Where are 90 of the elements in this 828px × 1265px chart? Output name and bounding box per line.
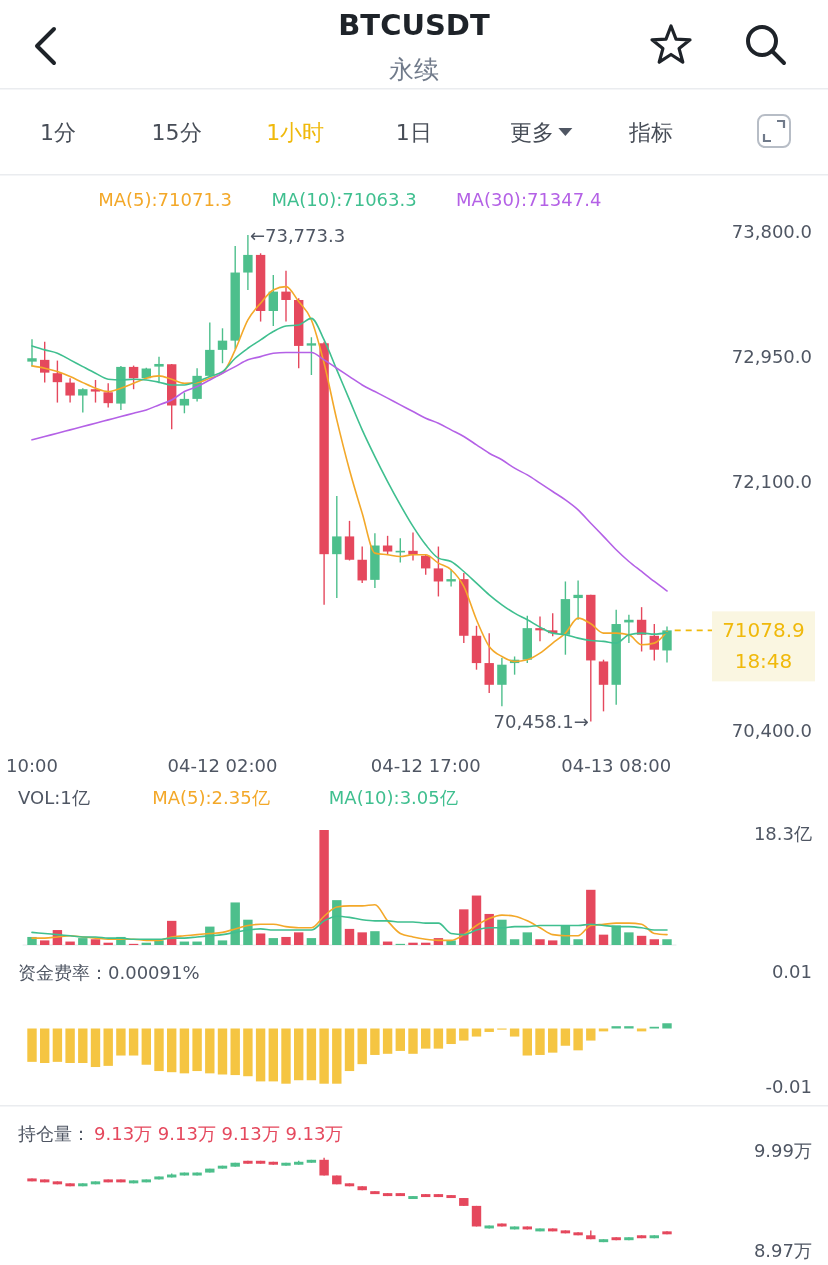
- bar: [573, 939, 583, 945]
- candlestick: [484, 632, 494, 694]
- candlestick: [179, 391, 190, 414]
- bar: [586, 889, 596, 945]
- x-tick-label: 04-13 08:00: [561, 754, 672, 776]
- ref-line-label: 71078.9 18:48: [722, 618, 805, 674]
- chart-subtitle: 9.13万 9.13万 9.13万 9.13万: [94, 1122, 344, 1144]
- candlestick: [103, 382, 113, 409]
- candlestick: [433, 545, 444, 598]
- text: MA(30):71347.4: [456, 188, 602, 210]
- bar: [662, 939, 672, 945]
- bar: [408, 942, 418, 945]
- bar: [522, 932, 532, 945]
- bar: [90, 939, 101, 945]
- candlestick: [90, 379, 101, 404]
- bar: [65, 941, 75, 945]
- text: 更多: [510, 119, 555, 145]
- candlestick: [27, 338, 37, 368]
- candlestick: [52, 359, 63, 404]
- candlestick: [65, 377, 75, 404]
- bar: [611, 925, 621, 945]
- bar: [649, 939, 659, 945]
- bar: [636, 935, 647, 945]
- candlestick: [243, 234, 253, 291]
- bar: [344, 928, 355, 945]
- bar: [357, 932, 367, 945]
- text: 1日: [395, 119, 432, 145]
- bar: [509, 939, 520, 945]
- y-tick-label: 9.99万: [753, 1139, 812, 1161]
- text: MA(10):71063.3: [271, 188, 417, 210]
- candlestick: [332, 495, 342, 599]
- bar: [370, 931, 380, 945]
- candlestick: [497, 657, 507, 708]
- candlestick: [78, 387, 88, 414]
- annotation: 70,458.1→: [493, 710, 589, 732]
- text: 15分: [151, 119, 202, 145]
- bar: [230, 902, 240, 945]
- y-tick-label: 72,950.0: [731, 345, 812, 367]
- bar: [624, 932, 634, 945]
- bar: [459, 909, 469, 945]
- candlestick: [573, 579, 583, 621]
- candlestick: [281, 269, 291, 323]
- text: MA(5):2.35亿: [152, 786, 270, 808]
- y-tick-label: 8.97万: [753, 1239, 812, 1261]
- y-tick-label: 72,100.0: [731, 470, 812, 491]
- text: 1小时: [266, 119, 325, 145]
- text: MA(5):71071.3: [98, 188, 233, 210]
- y-tick-label: -0.01: [765, 1075, 812, 1097]
- bar: [294, 932, 304, 945]
- candlestick: [598, 659, 609, 713]
- x-tick-label: 04-12 17:00: [370, 754, 481, 776]
- bar: [40, 940, 50, 945]
- candlestick: [217, 327, 228, 364]
- y-tick-label: 73,800.0: [731, 220, 812, 242]
- text: 1分: [40, 119, 76, 145]
- bar: [535, 939, 545, 945]
- bar: [306, 938, 317, 945]
- chart-title: VOL:1亿: [18, 786, 90, 808]
- bar: [281, 936, 291, 945]
- text: 指标: [628, 119, 673, 145]
- candlestick: [154, 355, 164, 384]
- bar: [192, 941, 202, 945]
- bar: [548, 940, 558, 945]
- annotation: ←73,773.3: [249, 224, 346, 246]
- chart-title: 资金费率：0.00091%: [18, 961, 200, 983]
- bar: [255, 933, 266, 945]
- y-tick-label: 0.01: [771, 960, 812, 982]
- bar: [319, 830, 329, 945]
- x-tick-label: 10:00: [6, 754, 58, 776]
- candlestick: [128, 364, 139, 390]
- x-tick-label: 04-12 02:00: [167, 754, 278, 776]
- candlestick: [357, 545, 367, 584]
- text: 永续: [389, 54, 439, 84]
- line-series: [31, 351, 668, 592]
- candlestick: [344, 520, 355, 562]
- candlestick: [662, 625, 672, 664]
- text: 18.3亿: [753, 822, 812, 844]
- candlestick: [446, 568, 456, 588]
- text: MA(10):3.05亿: [328, 786, 458, 808]
- bar: [268, 938, 278, 945]
- bar: [78, 938, 88, 945]
- bar: [217, 940, 228, 945]
- y-tick-label: 70,400.0: [731, 719, 812, 741]
- candlestick: [306, 336, 317, 376]
- candlestick: [382, 535, 393, 555]
- candlestick: [268, 274, 278, 327]
- text: BTCUSDT: [338, 8, 490, 42]
- bar: [598, 934, 609, 945]
- bar: [497, 919, 507, 945]
- chart-title: 持仓量：: [18, 1122, 90, 1144]
